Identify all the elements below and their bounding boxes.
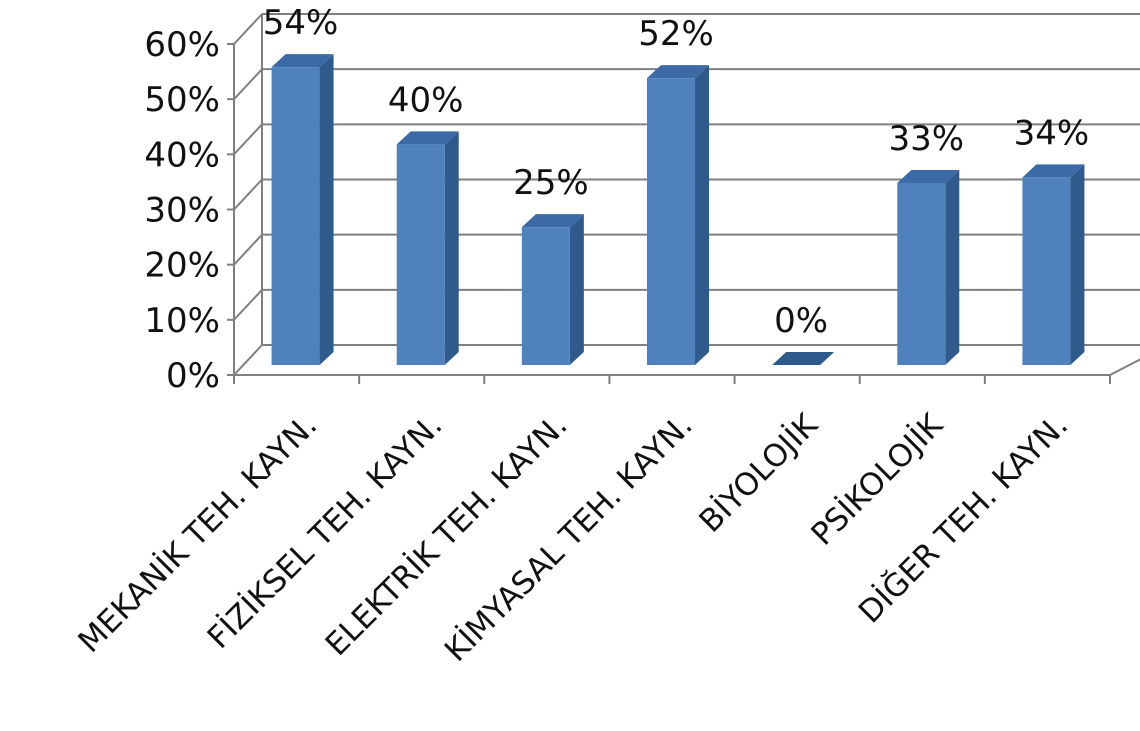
- bar: [271, 67, 320, 365]
- y-tick-label: 50%: [144, 80, 220, 120]
- bar: [647, 78, 695, 365]
- data-label: 34%: [1014, 113, 1090, 153]
- data-label: 25%: [513, 163, 589, 203]
- bar-side: [695, 65, 709, 365]
- y-tick-label: 10%: [144, 301, 220, 341]
- gridline-diagonal: [233, 233, 263, 266]
- bar-side: [1070, 164, 1085, 365]
- gridline-diagonal: [233, 123, 263, 156]
- bar: [1022, 177, 1071, 365]
- data-label: 40%: [388, 80, 464, 120]
- data-label: 0%: [774, 301, 828, 341]
- x-tick-label: KİMYASAL TEH. KAYN.: [438, 407, 700, 669]
- y-tick-label: 40%: [144, 135, 220, 175]
- x-tick-label: BİYOLOJİK: [692, 407, 825, 540]
- y-tick-label: 60%: [144, 25, 220, 65]
- data-label: 52%: [638, 14, 714, 54]
- x-tick-label: MEKANİK TEH. KAYN.: [72, 407, 325, 660]
- x-tick-label: ELEKTRİK TEH. KAYN.: [319, 407, 575, 663]
- data-label: 33%: [888, 119, 964, 159]
- bar-top: [396, 131, 459, 145]
- bar-side: [319, 54, 334, 365]
- bar: [897, 182, 946, 365]
- floor-right-edge: [1109, 358, 1140, 376]
- x-tick-label: DİĞER TEH. KAYN.: [851, 406, 1075, 630]
- bar: [521, 227, 570, 365]
- x-tick-label: FİZİKSEL TEH. KAYN.: [201, 407, 450, 656]
- bar: [396, 144, 445, 365]
- bar-top: [647, 65, 709, 79]
- gridline-diagonal: [233, 178, 263, 211]
- bars: [271, 54, 1085, 365]
- gridline-diagonal: [233, 289, 263, 321]
- bar-side: [569, 214, 584, 365]
- axes: [227, 14, 1140, 384]
- gridline-diagonal: [233, 13, 263, 45]
- y-tick-label: 30%: [144, 191, 220, 231]
- bar-top: [521, 214, 584, 228]
- bar-top: [271, 54, 334, 68]
- bar-top: [1022, 164, 1085, 178]
- y-tick-label: 0%: [166, 356, 220, 396]
- data-label: 54%: [263, 3, 339, 43]
- bar: [772, 352, 835, 365]
- y-tick-label: 20%: [144, 246, 220, 286]
- gridline-diagonal: [233, 344, 263, 376]
- gridline-diagonal: [233, 68, 263, 100]
- bar-side: [444, 131, 459, 365]
- bar-side: [945, 169, 960, 365]
- bar-top: [897, 169, 960, 183]
